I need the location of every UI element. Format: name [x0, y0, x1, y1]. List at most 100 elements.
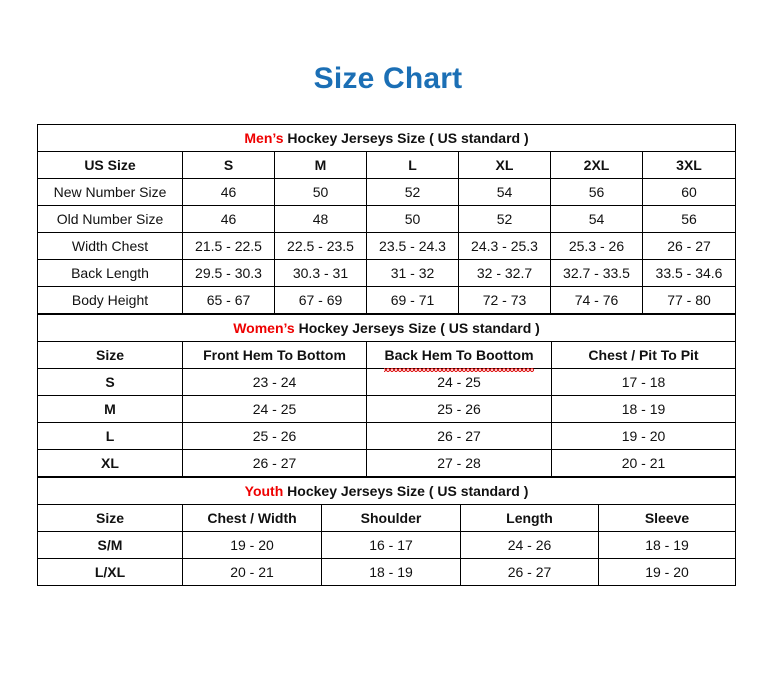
- mens-row-2-label: Width Chest: [37, 232, 183, 260]
- mens-row-2-val-3: 24.3 - 25.3: [458, 232, 551, 260]
- mens-row-2-val-0: 21.5 - 22.5: [182, 232, 275, 260]
- mens-row-0-val-2: 52: [366, 178, 459, 206]
- mens-row-1-label: Old Number Size: [37, 205, 183, 233]
- womens-row-0-val-1: 24 - 25: [366, 368, 552, 396]
- table-row: Old Number Size 46 48 50 52 54 56: [37, 205, 737, 233]
- mens-section-banner: Men’s Hockey Jerseys Size ( US standard …: [36, 124, 737, 152]
- womens-col-0: Size: [37, 341, 183, 369]
- womens-row-0-label: S: [37, 368, 183, 396]
- womens-row-3-label: XL: [37, 449, 183, 477]
- womens-row-2-label: L: [37, 422, 183, 450]
- mens-col-1: S: [182, 151, 275, 179]
- table-row: S/M 19 - 20 16 - 17 24 - 26 18 - 19: [37, 531, 737, 559]
- mens-row-3-val-1: 30.3 - 31: [274, 259, 367, 287]
- mens-size-table: Men’s Hockey Jerseys Size ( US standard …: [36, 124, 737, 314]
- mens-row-0-val-1: 50: [274, 178, 367, 206]
- table-row: L/XL 20 - 21 18 - 19 26 - 27 19 - 20: [37, 558, 737, 586]
- youth-header-row: Size Chest / Width Shoulder Length Sleev…: [37, 504, 737, 532]
- mens-row-4-val-4: 74 - 76: [550, 286, 643, 314]
- youth-col-1: Chest / Width: [182, 504, 322, 532]
- youth-row-1-val-2: 26 - 27: [460, 558, 599, 586]
- mens-row-1-val-3: 52: [458, 205, 551, 233]
- mens-row-0-val-4: 56: [550, 178, 643, 206]
- youth-size-table: Youth Hockey Jerseys Size ( US standard …: [36, 477, 737, 586]
- table-row: L 25 - 26 26 - 27 19 - 20: [37, 422, 737, 450]
- womens-row-1-val-0: 24 - 25: [182, 395, 367, 423]
- mens-col-2: M: [274, 151, 367, 179]
- mens-row-1-val-1: 48: [274, 205, 367, 233]
- youth-banner-accent: Youth: [244, 483, 284, 499]
- mens-col-3: L: [366, 151, 459, 179]
- youth-row-0-val-1: 16 - 17: [321, 531, 461, 559]
- youth-col-4: Sleeve: [597, 504, 737, 532]
- mens-row-0-val-3: 54: [458, 178, 551, 206]
- womens-row-2-val-2: 19 - 20: [550, 422, 737, 450]
- mens-row-2-val-1: 22.5 - 23.5: [274, 232, 367, 260]
- youth-banner-row: Youth Hockey Jerseys Size ( US standard …: [36, 477, 737, 505]
- youth-col-0: Size: [37, 504, 183, 532]
- youth-row-0-val-2: 24 - 26: [460, 531, 599, 559]
- mens-row-1-val-5: 56: [641, 205, 737, 233]
- womens-row-1-val-2: 18 - 19: [550, 395, 737, 423]
- womens-row-3-val-0: 26 - 27: [182, 449, 367, 477]
- womens-row-1-val-1: 25 - 26: [366, 395, 552, 423]
- youth-row-1-label: L/XL: [37, 558, 183, 586]
- mens-row-4-val-0: 65 - 67: [182, 286, 275, 314]
- mens-col-5: 2XL: [550, 151, 643, 179]
- mens-row-2-val-4: 25.3 - 26: [550, 232, 643, 260]
- youth-row-0-label: S/M: [37, 531, 183, 559]
- table-row: New Number Size 46 50 52 54 56 60: [37, 178, 737, 206]
- table-row: M 24 - 25 25 - 26 18 - 19: [37, 395, 737, 423]
- table-row: Width Chest 21.5 - 22.5 22.5 - 23.5 23.5…: [37, 232, 737, 260]
- womens-row-0-val-0: 23 - 24: [182, 368, 367, 396]
- womens-col-3: Chest / Pit To Pit: [550, 341, 737, 369]
- mens-row-3-val-4: 32.7 - 33.5: [550, 259, 643, 287]
- womens-row-2-val-0: 25 - 26: [182, 422, 367, 450]
- mens-banner-rest: Hockey Jerseys Size ( US standard ): [283, 130, 529, 146]
- mens-row-4-val-3: 72 - 73: [458, 286, 551, 314]
- womens-col-2-text: Back Hem To Boottom: [384, 347, 534, 363]
- mens-row-4-label: Body Height: [37, 286, 183, 314]
- womens-header-row: Size Front Hem To Bottom Back Hem To Boo…: [37, 341, 737, 372]
- womens-col-2-misspelled: Back Hem To Boottom: [384, 342, 534, 372]
- table-row: XL 26 - 27 27 - 28 20 - 21: [37, 449, 737, 477]
- mens-row-3-val-3: 32 - 32.7: [458, 259, 551, 287]
- table-row: Back Length 29.5 - 30.3 30.3 - 31 31 - 3…: [37, 259, 737, 287]
- mens-banner-row: Men’s Hockey Jerseys Size ( US standard …: [36, 124, 737, 152]
- mens-row-3-val-0: 29.5 - 30.3: [182, 259, 275, 287]
- womens-col-1: Front Hem To Bottom: [182, 341, 367, 369]
- womens-banner-row: Women’s Hockey Jerseys Size ( US standar…: [36, 314, 737, 342]
- youth-row-1-val-0: 20 - 21: [182, 558, 322, 586]
- youth-col-3: Length: [460, 504, 599, 532]
- womens-col-2: Back Hem To Boottom: [366, 341, 552, 372]
- mens-row-4-val-2: 69 - 71: [366, 286, 459, 314]
- womens-row-3-val-1: 27 - 28: [366, 449, 552, 477]
- mens-row-4-val-5: 77 - 80: [641, 286, 737, 314]
- mens-row-1-val-0: 46: [182, 205, 275, 233]
- mens-row-4-val-1: 67 - 69: [274, 286, 367, 314]
- womens-section-banner: Women’s Hockey Jerseys Size ( US standar…: [36, 314, 737, 342]
- table-row: Body Height 65 - 67 67 - 69 69 - 71 72 -…: [37, 286, 737, 314]
- mens-row-3-val-5: 33.5 - 34.6: [641, 259, 737, 287]
- youth-row-0-val-0: 19 - 20: [182, 531, 322, 559]
- table-row: S 23 - 24 24 - 25 17 - 18: [37, 368, 737, 396]
- mens-col-6: 3XL: [641, 151, 737, 179]
- mens-row-1-val-2: 50: [366, 205, 459, 233]
- womens-banner-rest: Hockey Jerseys Size ( US standard ): [294, 320, 540, 336]
- mens-row-3-label: Back Length: [37, 259, 183, 287]
- mens-banner-accent: Men’s: [244, 130, 284, 146]
- youth-col-2: Shoulder: [321, 504, 461, 532]
- mens-row-0-val-5: 60: [641, 178, 737, 206]
- womens-row-3-val-2: 20 - 21: [550, 449, 737, 477]
- womens-size-table: Women’s Hockey Jerseys Size ( US standar…: [36, 314, 737, 477]
- mens-row-3-val-2: 31 - 32: [366, 259, 459, 287]
- youth-section-banner: Youth Hockey Jerseys Size ( US standard …: [36, 477, 737, 505]
- mens-row-2-val-5: 26 - 27: [641, 232, 737, 260]
- page-title: Size Chart: [313, 62, 463, 95]
- youth-banner-rest: Hockey Jerseys Size ( US standard ): [283, 483, 529, 499]
- womens-row-1-label: M: [37, 395, 183, 423]
- youth-row-0-val-3: 18 - 19: [597, 531, 737, 559]
- womens-row-2-val-1: 26 - 27: [366, 422, 552, 450]
- womens-row-0-val-2: 17 - 18: [550, 368, 737, 396]
